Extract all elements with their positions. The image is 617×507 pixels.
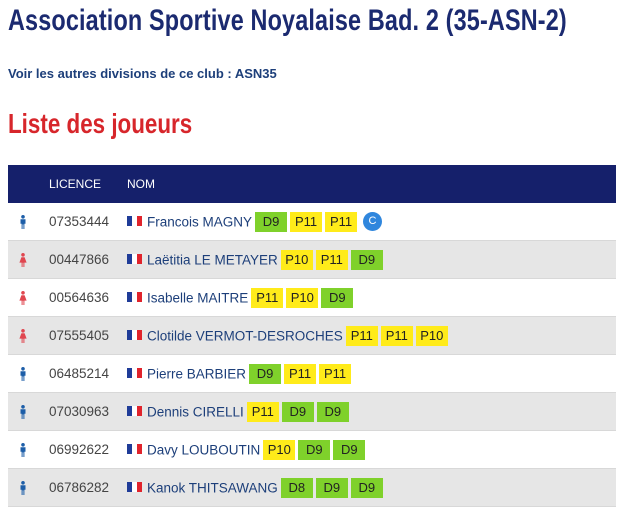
ranking-badge: D9 bbox=[333, 439, 366, 460]
player-row[interactable]: 00447866 Laëtitia LE METAYER P10 P11 D9 bbox=[8, 240, 616, 279]
player-row[interactable]: 06992622 Davy LOUBOUTIN P10 D9 D9 bbox=[8, 430, 616, 469]
page-title: Association Sportive Noyalaise Bad. 2 (3… bbox=[8, 4, 567, 37]
player-name-link[interactable]: Francois MAGNY bbox=[147, 214, 253, 229]
ranking-badge: D9 bbox=[315, 477, 348, 498]
player-name-link[interactable]: Clotilde VERMOT-DESROCHES bbox=[147, 328, 343, 343]
france-flag-icon bbox=[127, 215, 142, 226]
player-licence: 06786282 bbox=[49, 480, 110, 495]
france-flag-icon bbox=[127, 329, 142, 340]
france-flag-icon bbox=[127, 291, 142, 302]
player-name-cell: Kanok THITSAWANG D8 D9 D9 bbox=[127, 469, 616, 507]
ranking-badge: P11 bbox=[319, 363, 352, 384]
player-gender-cell bbox=[8, 431, 41, 469]
licence-column-header: LICENCE bbox=[49, 177, 102, 191]
table-header-row: LICENCE NOM bbox=[8, 165, 616, 203]
ranking-badge: P11 bbox=[290, 211, 323, 232]
player-name-cell: Pierre BARBIER D9 P11 P11 bbox=[127, 355, 616, 393]
player-name-link[interactable]: Laëtitia LE METAYER bbox=[147, 252, 278, 267]
player-gender-cell bbox=[8, 469, 41, 507]
player-name-link[interactable]: Davy LOUBOUTIN bbox=[147, 442, 261, 457]
player-name-cell: Francois MAGNY D9 P11 P11 C bbox=[127, 203, 616, 241]
player-name-cell: Davy LOUBOUTIN P10 D9 D9 bbox=[127, 431, 616, 469]
female-person-icon bbox=[19, 290, 27, 305]
player-name-link[interactable]: Dennis CIRELLI bbox=[147, 404, 244, 419]
male-person-icon bbox=[20, 480, 26, 495]
ranking-badge: P10 bbox=[286, 287, 319, 308]
player-row[interactable]: 00564636 Isabelle MAITRE P11 P10 D9 bbox=[8, 278, 616, 317]
france-flag-icon bbox=[127, 253, 142, 264]
france-flag-icon bbox=[127, 405, 142, 416]
player-licence: 07030963 bbox=[49, 404, 110, 419]
players-table: LICENCE NOM 07353444 Francois MAGNY D9 P11 P… bbox=[8, 165, 616, 507]
ranking-badge: D9 bbox=[316, 401, 349, 422]
ranking-badge: P10 bbox=[280, 249, 313, 270]
players-table-body: 07353444 Francois MAGNY D9 P11 P11 C 00447866 L… bbox=[8, 203, 616, 507]
ranking-badge: P11 bbox=[251, 287, 284, 308]
gender-column-header bbox=[8, 165, 41, 203]
player-gender-cell bbox=[8, 355, 41, 393]
player-row[interactable]: 07555405 Clotilde VERMOT-DESROCHES P11 P11 P… bbox=[8, 316, 616, 355]
ranking-badge: P11 bbox=[284, 363, 317, 384]
male-person-icon bbox=[20, 442, 26, 457]
male-person-icon bbox=[20, 366, 26, 381]
player-name-link[interactable]: Kanok THITSAWANG bbox=[147, 480, 278, 495]
male-person-icon bbox=[20, 404, 26, 419]
player-row[interactable]: 07030963 Dennis CIRELLI P11 D9 D9 bbox=[8, 392, 616, 431]
ranking-badge: P10 bbox=[263, 439, 296, 460]
player-name-cell: Dennis CIRELLI P11 D9 D9 bbox=[127, 393, 616, 431]
player-row[interactable]: 07353444 Francois MAGNY D9 P11 P11 C bbox=[8, 203, 616, 241]
ranking-badge: D9 bbox=[255, 211, 288, 232]
player-gender-cell bbox=[8, 241, 41, 279]
player-licence: 00564636 bbox=[49, 290, 110, 305]
france-flag-icon bbox=[127, 367, 142, 378]
player-gender-cell bbox=[8, 317, 41, 355]
ranking-badge: D8 bbox=[280, 477, 313, 498]
ranking-badge: D9 bbox=[249, 363, 282, 384]
other-divisions-link[interactable]: Voir les autres divisions de ce club : A… bbox=[8, 66, 277, 81]
player-name-cell: Clotilde VERMOT-DESROCHES P11 P11 P10 bbox=[127, 317, 616, 355]
player-licence: 06992622 bbox=[49, 442, 110, 457]
player-gender-cell bbox=[8, 393, 41, 431]
ranking-badge: P11 bbox=[246, 401, 279, 422]
captain-badge: C bbox=[363, 212, 383, 231]
player-row[interactable]: 06786282 Kanok THITSAWANG D8 D9 D9 bbox=[8, 468, 616, 507]
player-name-cell: Isabelle MAITRE P11 P10 D9 bbox=[127, 279, 616, 317]
ranking-badge: D9 bbox=[321, 287, 354, 308]
player-name-link[interactable]: Isabelle MAITRE bbox=[147, 290, 249, 305]
ranking-badge: P10 bbox=[415, 325, 448, 346]
player-name-cell: Laëtitia LE METAYER P10 P11 D9 bbox=[127, 241, 616, 279]
ranking-badge: P11 bbox=[315, 249, 348, 270]
ranking-badge: P11 bbox=[345, 325, 378, 346]
ranking-badge: D9 bbox=[350, 477, 383, 498]
player-licence: 06485214 bbox=[49, 366, 110, 381]
player-licence: 07555405 bbox=[49, 328, 110, 343]
name-column-header: NOM bbox=[127, 177, 155, 191]
male-person-icon bbox=[20, 214, 26, 229]
ranking-badge: D9 bbox=[281, 401, 314, 422]
ranking-badge: P11 bbox=[380, 325, 413, 346]
player-name-link[interactable]: Pierre BARBIER bbox=[147, 366, 247, 381]
player-row[interactable]: 06485214 Pierre BARBIER D9 P11 P11 bbox=[8, 354, 616, 393]
female-person-icon bbox=[19, 252, 27, 267]
players-section-title: Liste des joueurs bbox=[8, 108, 193, 139]
female-person-icon bbox=[19, 328, 27, 343]
ranking-badge: P11 bbox=[325, 211, 358, 232]
player-gender-cell bbox=[8, 203, 41, 241]
player-gender-cell bbox=[8, 279, 41, 317]
france-flag-icon bbox=[127, 481, 142, 492]
player-licence: 07353444 bbox=[49, 214, 110, 229]
france-flag-icon bbox=[127, 443, 142, 454]
player-licence: 00447866 bbox=[49, 252, 110, 267]
ranking-badge: D9 bbox=[298, 439, 331, 460]
ranking-badge: D9 bbox=[350, 249, 383, 270]
